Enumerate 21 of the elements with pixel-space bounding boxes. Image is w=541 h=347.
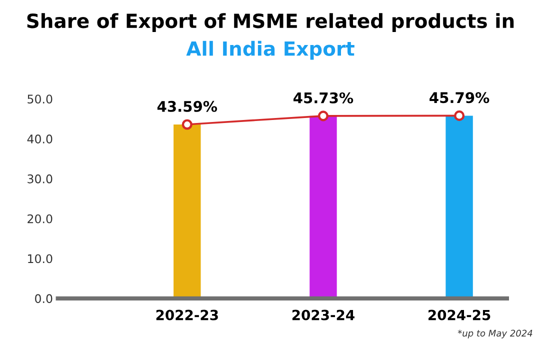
- data-label: 43.59%: [157, 100, 218, 112]
- point: [182, 119, 192, 130]
- x-tick-label: 2023-24: [292, 310, 354, 320]
- text: *up to May 2024: [458, 330, 532, 338]
- chart-title: Share of Export of MSME related products in: [27, 13, 514, 32]
- point: [454, 110, 465, 121]
- chart-subtitle: All India Export: [186, 40, 354, 60]
- y-tick-label: 10.0: [28, 254, 52, 264]
- point: [318, 110, 328, 122]
- x-tick-label: 2024-25: [428, 310, 490, 320]
- data-label: 45.79%: [430, 92, 490, 104]
- y-tick-label: 0.0: [35, 294, 52, 304]
- y-tick-label: 30.0: [28, 174, 52, 184]
- y-tick-label: 20.0: [28, 214, 52, 224]
- y-tick-label: 40.0: [27, 134, 52, 144]
- bar: [310, 116, 337, 298]
- y-tick-label: 50.0: [28, 94, 52, 104]
- data-label: 45.73%: [294, 92, 354, 104]
- bar: [446, 116, 473, 298]
- bar: [174, 124, 201, 298]
- x-tick-label: 2022-23: [156, 310, 218, 320]
